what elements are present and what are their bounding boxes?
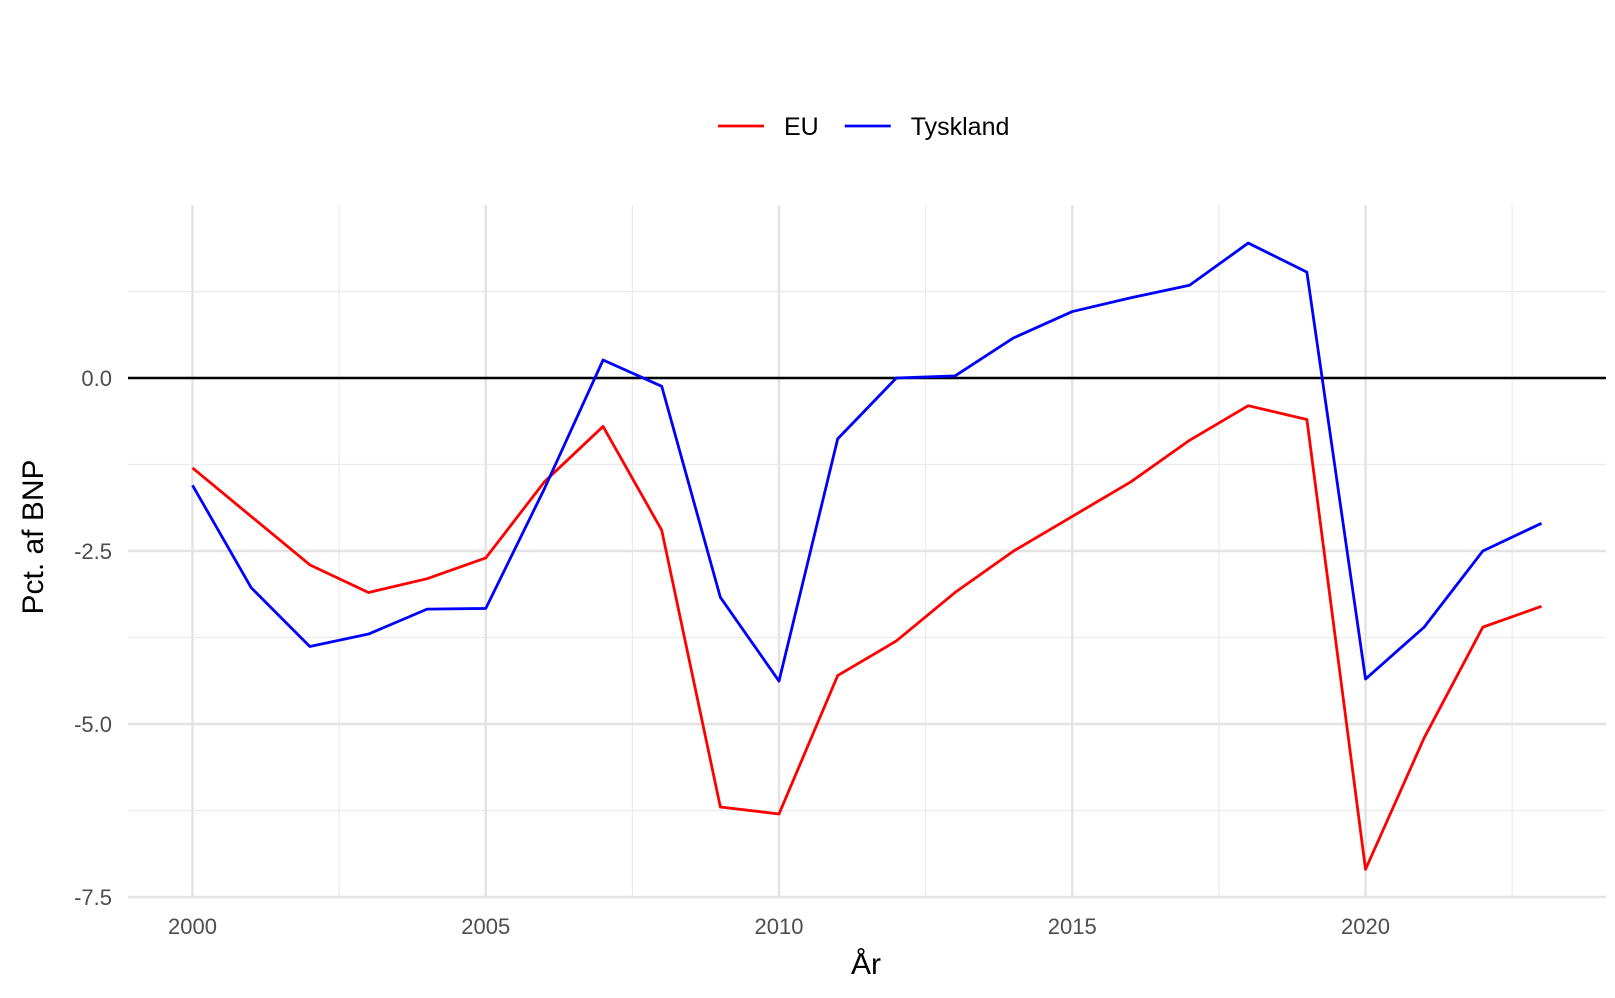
x-tick-label: 2000 (168, 914, 217, 939)
y-axis-title: Pct. af BNP (17, 459, 50, 614)
y-tick-label: 0.0 (81, 366, 112, 391)
series-line-tyskland (191, 241, 1543, 683)
major-gridlines (128, 205, 1606, 899)
legend: EU Tyskland (718, 113, 1009, 141)
y-axis-ticks: -7.5 -5.0 -2.5 0.0 (74, 366, 112, 910)
series-line-eu (191, 404, 1542, 871)
y-tick-label: -2.5 (74, 539, 112, 564)
x-axis-title: År (851, 948, 881, 981)
legend-label-eu: EU (784, 113, 819, 141)
minor-gridlines (128, 205, 1606, 897)
x-tick-label: 2005 (461, 914, 510, 939)
x-tick-label: 2010 (755, 914, 804, 939)
legend-label-tyskland: Tyskland (911, 113, 1010, 141)
x-axis-ticks: 2000 2005 2010 2015 2020 (168, 914, 1390, 939)
y-tick-label: -7.5 (74, 885, 112, 910)
series-layer (191, 241, 1543, 871)
y-tick-label: -5.0 (74, 712, 112, 737)
x-tick-label: 2020 (1341, 914, 1390, 939)
x-tick-label: 2015 (1048, 914, 1097, 939)
